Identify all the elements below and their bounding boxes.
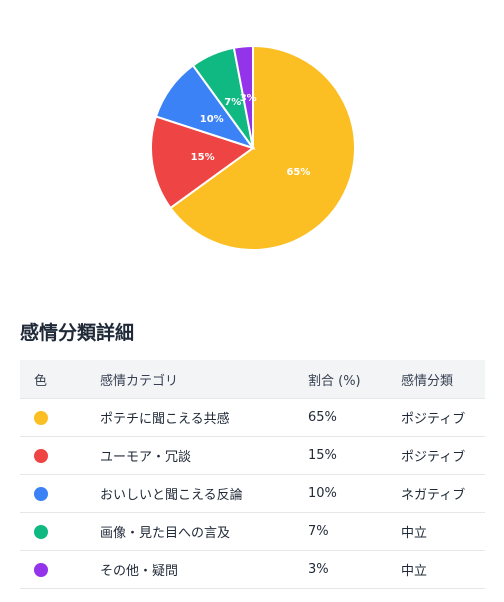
pie-slice: [232, 44, 254, 149]
ratio-cell: 65%: [308, 398, 401, 437]
table-row: その他・疑問 3% 中立: [20, 550, 485, 589]
slice-label: 65%: [286, 167, 310, 178]
category-cell: おいしいと聞こえる反論: [100, 474, 308, 513]
slice-label: 15%: [191, 152, 215, 163]
pie-slice: [150, 115, 256, 210]
color-cell: [20, 398, 100, 437]
pie-chart-svg: 65% 15% 10%7%3%: [150, 44, 356, 251]
category-cell: ユーモア・冗談: [100, 436, 308, 475]
table-row: ポテチに聞こえる共感 65% ポジティブ: [20, 398, 485, 437]
table-row: おいしいと聞こえる反論 10% ネガティブ: [20, 474, 485, 513]
color-dot: [34, 448, 48, 463]
section-title: 感情分類詳細: [20, 322, 135, 344]
sentiment-cell: ネガティブ: [401, 474, 485, 513]
table-row: ユーモア・冗談 15% ポジティブ: [20, 436, 485, 475]
sentiment-cell: 中立: [401, 512, 485, 551]
ratio-cell: 15%: [308, 436, 401, 475]
sentiment-cell: ポジティブ: [401, 436, 485, 475]
ratio-cell: 7%: [308, 512, 401, 551]
slice-label: 10%: [200, 114, 224, 125]
table-header-row: 色 感情カテゴリ 割合 (%) 感情分類: [20, 360, 485, 399]
color-dot: [34, 562, 48, 577]
header-category: 感情カテゴリ: [100, 360, 308, 399]
pie-slice: [169, 44, 356, 251]
ratio-cell: 10%: [308, 474, 401, 513]
header-sentiment: 感情分類: [401, 360, 485, 399]
color-cell: [20, 550, 100, 589]
color-dot: [34, 486, 48, 501]
ratio-cell: 3%: [308, 550, 401, 589]
category-cell: その他・疑問: [100, 550, 308, 589]
pie-chart: 65% 15% 10% 7% 3%: [0, 0, 504, 300]
header-ratio: 割合 (%): [308, 360, 401, 399]
category-cell: ポテチに聞こえる共感: [100, 398, 308, 437]
sentiment-cell: 中立: [401, 550, 485, 589]
category-cell: 画像・見た目への言及: [100, 512, 308, 551]
color-cell: [20, 512, 100, 551]
color-dot: [34, 524, 48, 539]
table-row: 画像・見た目への言及 7% 中立: [20, 512, 485, 551]
color-cell: [20, 474, 100, 513]
header-color: 色: [20, 360, 100, 399]
sentiment-cell: ポジティブ: [401, 398, 485, 437]
slice-label: 7%: [224, 97, 241, 108]
color-dot: [34, 410, 48, 425]
color-cell: [20, 436, 100, 475]
detail-table: 色 感情カテゴリ 割合 (%) 感情分類 ポテチに聞こえる共感 65% ポジティ…: [20, 360, 485, 589]
slice-label: 3%: [240, 93, 257, 104]
